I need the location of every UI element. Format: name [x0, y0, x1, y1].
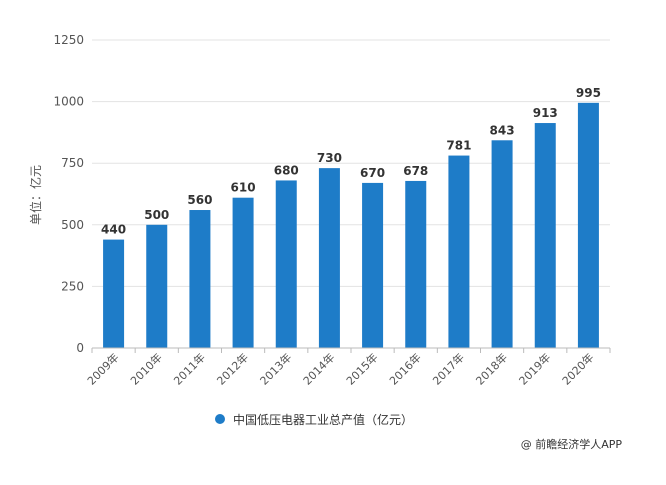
bar — [275, 180, 297, 348]
bar — [318, 168, 340, 348]
bar — [146, 224, 168, 348]
x-tick-label: 2012年 — [214, 350, 251, 387]
data-label: 730 — [317, 151, 342, 165]
legend-label: 中国低压电器工业总产值（亿元） — [233, 412, 414, 427]
bar — [189, 210, 211, 348]
x-tick-label: 2011年 — [171, 350, 208, 387]
legend: 中国低压电器工业总产值（亿元） — [215, 410, 413, 428]
x-tick-label: 2020年 — [559, 350, 596, 387]
y-axis-label: 单位：亿元 — [28, 165, 43, 225]
bar — [448, 155, 470, 348]
data-label: 560 — [187, 193, 212, 207]
y-tick-label: 1000 — [53, 95, 84, 109]
bar — [491, 140, 513, 348]
x-tick-label: 2016年 — [386, 350, 423, 387]
gridlines — [92, 39, 610, 287]
bar — [362, 182, 384, 348]
bars — [103, 102, 599, 348]
bar — [405, 180, 427, 348]
y-tick-label: 0 — [76, 341, 84, 355]
bar-chart: 0 250 500 750 1000 1250 单位：亿元 440 500 560 610 680… — [28, 33, 611, 388]
x-tick-label: 2017年 — [430, 350, 467, 387]
bar — [577, 102, 599, 348]
bar — [232, 197, 254, 348]
bar — [103, 239, 125, 348]
y-tick-label: 1250 — [53, 33, 84, 47]
x-tick-label: 2013年 — [257, 350, 294, 387]
x-tick-label: 2019年 — [516, 350, 553, 387]
x-tick-label: 2010年 — [127, 350, 164, 387]
data-label: 843 — [490, 123, 515, 137]
data-label: 678 — [403, 164, 428, 178]
x-tick-label: 2009年 — [84, 350, 121, 387]
data-label: 610 — [231, 181, 256, 195]
legend-swatch — [215, 414, 225, 424]
data-label: 995 — [576, 86, 601, 100]
y-tick-label: 500 — [61, 218, 84, 232]
bar — [534, 123, 556, 348]
y-tick-label: 250 — [61, 279, 84, 293]
y-axis-ticks: 0 250 500 750 1000 1250 — [53, 33, 84, 355]
x-tick-label: 2014年 — [300, 350, 337, 387]
data-label: 440 — [101, 223, 126, 237]
data-label: 680 — [274, 163, 299, 177]
source-credit: @ 前瞻经济学人APP — [520, 438, 622, 451]
data-label: 781 — [446, 139, 471, 153]
data-labels: 440 500 560 610 680 730 670 678 781 843 913 995 — [101, 86, 601, 237]
data-label: 500 — [144, 208, 169, 222]
x-tick-label: 2018年 — [473, 350, 510, 387]
data-label: 913 — [533, 106, 558, 120]
x-axis-ticks: 2009年 2010年 2011年 2012年 2013年 2014年 2015年 2016年… — [84, 348, 611, 388]
data-label: 670 — [360, 166, 385, 180]
x-tick-label: 2015年 — [343, 350, 380, 387]
y-tick-label: 750 — [61, 156, 84, 170]
